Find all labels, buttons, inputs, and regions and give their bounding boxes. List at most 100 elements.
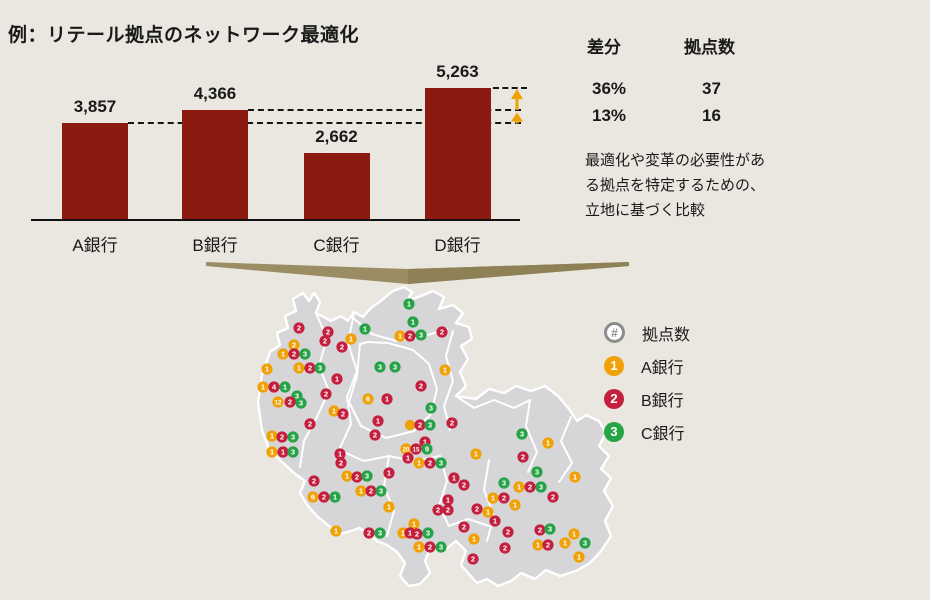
svg-text:2: 2 <box>308 364 312 373</box>
svg-text:1: 1 <box>349 335 354 344</box>
funnel-arrow <box>206 262 629 284</box>
map-marker-B-2: 2 <box>424 457 436 469</box>
map-marker-C-3: 3 <box>516 428 528 440</box>
bar-value-label: 4,366 <box>193 84 237 103</box>
map-marker-B-2: 2 <box>404 330 416 342</box>
svg-text:1: 1 <box>387 469 392 478</box>
svg-text:1: 1 <box>407 300 412 309</box>
bar-category-label: A銀行 <box>72 236 118 255</box>
map-marker-B-2: 2 <box>502 526 514 538</box>
svg-text:1: 1 <box>406 454 411 463</box>
map-marker-A-1: 1 <box>573 551 585 563</box>
svg-text:1: 1 <box>376 417 381 426</box>
svg-text:2: 2 <box>418 421 422 430</box>
map-marker-C-3: 3 <box>544 523 556 535</box>
svg-text:2: 2 <box>471 555 475 564</box>
svg-text:1: 1 <box>401 529 406 538</box>
bar-B銀行 <box>182 110 248 219</box>
map-marker-B-2: 2 <box>415 380 427 392</box>
map-marker-B-2: 2 <box>320 388 332 400</box>
svg-text:2: 2 <box>506 528 510 537</box>
bank-marker-icon: 1 <box>604 355 624 376</box>
map-marker-B-2: 2 <box>517 451 529 463</box>
map-marker-A <box>404 419 416 431</box>
svg-text:1: 1 <box>408 529 413 538</box>
svg-text:9: 9 <box>425 445 429 454</box>
svg-text:2: 2 <box>503 544 507 553</box>
count-value-row2: 16 <box>702 106 721 125</box>
bar-value-label: 5,263 <box>436 62 479 81</box>
svg-text:3: 3 <box>535 468 539 477</box>
map-marker-B-2: 2 <box>458 479 470 491</box>
svg-text:3: 3 <box>318 364 322 373</box>
svg-text:3: 3 <box>303 350 307 359</box>
svg-text:2: 2 <box>292 350 296 359</box>
svg-text:1: 1 <box>283 383 288 392</box>
map-marker-A-2: 2 <box>288 339 300 351</box>
map-marker-B-2: 2 <box>365 485 377 497</box>
map-marker-C-1: 1 <box>403 298 415 310</box>
svg-text:1: 1 <box>332 407 337 416</box>
map-marker-B-2: 2 <box>276 431 288 443</box>
map-marker-B-2: 2 <box>319 335 331 347</box>
map-marker-B-2: 2 <box>293 322 305 334</box>
map-marker-A-1: 1 <box>383 501 395 513</box>
map-marker-B-2: 2 <box>432 504 444 516</box>
svg-text:1: 1 <box>423 438 428 447</box>
map-marker-B-2: 2 <box>414 419 426 431</box>
svg-text:2: 2 <box>323 337 327 346</box>
map-marker-C-1: 1 <box>279 381 291 393</box>
svg-text:2: 2 <box>546 541 550 550</box>
svg-text:2: 2 <box>538 526 542 535</box>
map-marker-C-3: 3 <box>435 457 447 469</box>
bank-marker-icon: 2 <box>604 388 624 409</box>
svg-text:3: 3 <box>291 433 295 442</box>
legend-item-B銀行: 2 B銀行 <box>604 388 690 410</box>
svg-text:2: 2 <box>521 453 525 462</box>
map-marker-B-2: 2 <box>284 396 296 408</box>
map-marker-A-1: 1 <box>470 448 482 460</box>
map-marker-B-1: 1 <box>402 452 414 464</box>
map-marker-C-3: 3 <box>287 431 299 443</box>
map-marker-B-1: 1 <box>381 393 393 405</box>
map-marker-A-1: 1 <box>355 485 367 497</box>
svg-text:1: 1 <box>513 501 518 510</box>
svg-text:1: 1 <box>359 487 364 496</box>
map-marker-B-1: 1 <box>442 494 454 506</box>
svg-text:20: 20 <box>403 447 410 454</box>
bar-category-label: D銀行 <box>434 236 481 255</box>
svg-text:2: 2 <box>440 328 444 337</box>
svg-text:2: 2 <box>446 506 450 515</box>
map-marker-C-3: 3 <box>295 397 307 409</box>
map-marker-B-2: 2 <box>322 326 334 338</box>
svg-text:1: 1 <box>493 517 498 526</box>
svg-text:4: 4 <box>272 383 277 392</box>
svg-text:1: 1 <box>333 493 338 502</box>
map-marker-B-2: 2 <box>369 429 381 441</box>
map-marker-C-1: 1 <box>407 316 419 328</box>
legend-label: A銀行 <box>641 359 684 377</box>
svg-text:2: 2 <box>340 343 344 352</box>
svg-text:12: 12 <box>275 400 282 407</box>
bar-C銀行 <box>303 153 370 219</box>
svg-text:3: 3 <box>429 404 433 413</box>
svg-text:1: 1 <box>572 530 577 539</box>
svg-text:2: 2 <box>408 332 412 341</box>
map-marker-C-3: 3 <box>422 527 434 539</box>
map-marker-C-1: 1 <box>359 323 371 335</box>
map-marker-A-1: 1 <box>413 457 425 469</box>
svg-text:1: 1 <box>335 375 340 384</box>
svg-text:1: 1 <box>517 483 522 492</box>
map-marker-C-3: 3 <box>498 477 510 489</box>
svg-text:6: 6 <box>311 493 315 502</box>
map-marker-B-2: 2 <box>318 491 330 503</box>
bar-value-label: 3,857 <box>73 97 117 116</box>
svg-text:1: 1 <box>491 494 496 503</box>
svg-text:2: 2 <box>428 459 432 468</box>
map-marker-A-1: 1 <box>532 539 544 551</box>
svg-text:1: 1 <box>270 448 275 457</box>
svg-text:3: 3 <box>439 459 443 468</box>
svg-text:2: 2 <box>462 481 466 490</box>
